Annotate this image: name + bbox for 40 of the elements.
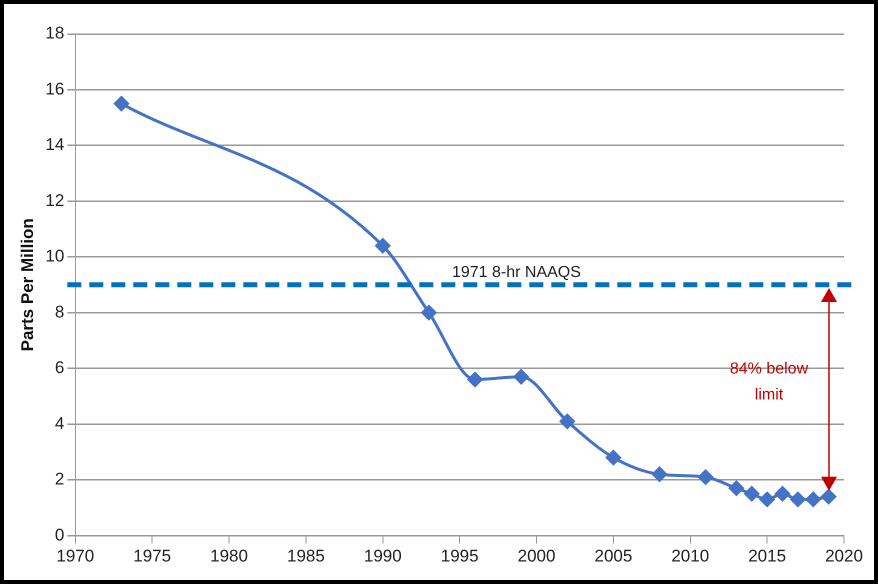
- point: [698, 470, 714, 485]
- y-tick-label: 12: [45, 190, 64, 210]
- point: [606, 450, 621, 466]
- point: [375, 238, 390, 254]
- x-tick-label: 2020: [825, 546, 863, 566]
- point: [421, 305, 436, 320]
- x-tick-label: 1990: [364, 546, 402, 566]
- x-tick-label: 1975: [133, 546, 172, 566]
- x-tick-label: 1980: [210, 546, 248, 566]
- y-tick-label: 8: [54, 302, 64, 322]
- y-tick-label: 16: [45, 79, 64, 98]
- x-tick-label: 2015: [748, 546, 786, 566]
- y-tick-label: 6: [54, 358, 64, 378]
- y-tick-label: 10: [45, 246, 64, 266]
- x-tick-label: 2005: [594, 546, 632, 566]
- ref-line-label: 1971 8-hr NAAQS: [452, 264, 581, 282]
- point: [468, 372, 483, 388]
- y-tick-label: 2: [54, 470, 64, 489]
- y-tick-label: 0: [54, 525, 64, 544]
- x-tick-label: 2010: [671, 546, 710, 566]
- point: [744, 486, 760, 502]
- point: [775, 486, 790, 502]
- point: [821, 489, 836, 504]
- point: [728, 480, 744, 496]
- x-tick-label: 1985: [287, 546, 325, 566]
- x-tick-label: 1970: [56, 546, 94, 566]
- point: [114, 96, 129, 112]
- point: [760, 492, 775, 507]
- point: [790, 492, 806, 507]
- y-tick-label: 14: [45, 135, 64, 154]
- x-tick-label: 1995: [440, 546, 479, 566]
- point: [514, 369, 529, 384]
- y-tick-label: 4: [54, 414, 64, 433]
- y-tick-label: 18: [45, 24, 64, 43]
- y-axis-title: Parts Per Million: [18, 218, 37, 352]
- point: [560, 414, 575, 429]
- point: [652, 466, 668, 482]
- point: [806, 492, 821, 507]
- x-tick-label: 2000: [518, 546, 556, 566]
- annotation: 84% below limit: [730, 360, 809, 404]
